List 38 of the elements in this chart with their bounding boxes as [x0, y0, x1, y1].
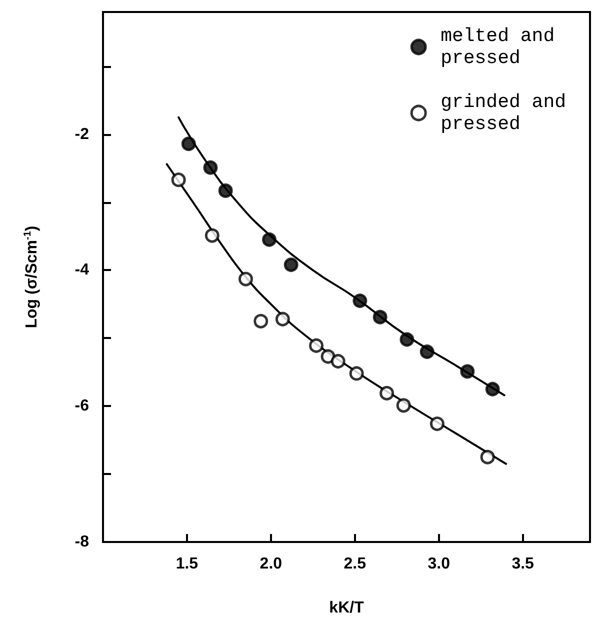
point	[396, 398, 411, 413]
x-axis-title: kK/T	[329, 600, 364, 616]
point	[171, 172, 186, 188]
point	[203, 160, 218, 175]
legend-label: melted and pressed	[440, 25, 555, 69]
x-tick-label: 1.5	[176, 556, 198, 572]
y-tick-label: -4	[74, 262, 90, 279]
x-tick-label: 3.0	[428, 556, 450, 572]
y-tick-label: -6	[74, 398, 90, 415]
y-tick-label: -2	[74, 126, 90, 143]
point	[349, 366, 364, 381]
point	[262, 232, 276, 247]
point	[480, 450, 495, 464]
point	[420, 344, 434, 359]
x-tick-label: 2.0	[260, 556, 282, 572]
point	[284, 258, 298, 272]
point	[352, 294, 368, 308]
point	[430, 416, 444, 432]
point	[204, 228, 220, 243]
legend-label: grinded and pressed	[440, 91, 566, 135]
point	[275, 312, 290, 326]
point	[460, 364, 475, 379]
y-tick-label: -8	[74, 534, 90, 550]
line-series	[166, 163, 508, 465]
point	[309, 338, 324, 353]
point	[181, 136, 196, 152]
point	[218, 183, 233, 198]
point	[330, 354, 346, 369]
point	[400, 332, 414, 347]
y-axis-title: Log (σ/Scm-1)	[22, 226, 40, 328]
point	[485, 382, 500, 396]
point	[372, 310, 388, 324]
point	[254, 314, 268, 328]
x-tick-label: 2.5	[344, 556, 366, 572]
point	[238, 272, 253, 286]
point	[380, 386, 394, 400]
x-tick-label: 3.5	[512, 556, 534, 572]
point	[320, 349, 336, 364]
